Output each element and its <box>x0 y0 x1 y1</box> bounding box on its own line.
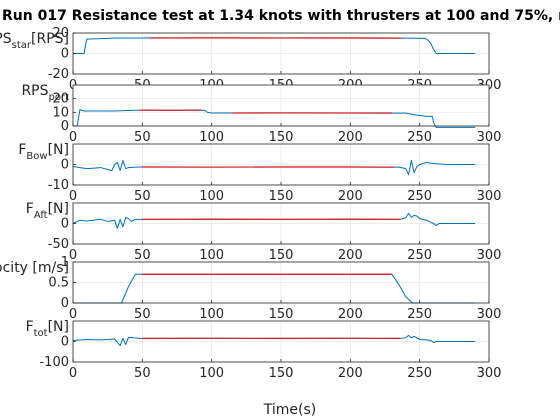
x-tick-label: 300 <box>477 189 502 204</box>
y-tick-label: 1 <box>61 255 69 270</box>
x-tick-label: 0 <box>69 366 77 381</box>
x-tick-label: 150 <box>269 189 294 204</box>
y-axis-label-subscript: Bow <box>26 151 47 162</box>
x-tick-label: 100 <box>199 130 224 145</box>
x-tick-label: 100 <box>199 189 224 204</box>
y-tick-label: 0.5 <box>48 276 69 291</box>
y-tick-label: -100 <box>39 355 69 370</box>
x-tick-label: 150 <box>269 366 294 381</box>
subplot-5: 0 50 100 150 200 250 300 0 0.5 1el Velocity [m/s] <box>0 255 501 322</box>
y-axis-label: RPSstar[RPS] <box>0 31 69 51</box>
y-tick-label: -50 <box>48 237 69 252</box>
y-axis-label-main: el Velocity [m/s] <box>0 260 69 276</box>
x-tick-label: 50 <box>134 130 151 145</box>
x-tick-label: 100 <box>199 366 224 381</box>
x-tick-label: 300 <box>477 248 502 263</box>
x-tick-label: 300 <box>477 130 502 145</box>
subplots: 050100150200250300-20020RPSstar[RPS]0501… <box>0 26 501 381</box>
x-tick-label: 150 <box>269 130 294 145</box>
y-tick-label: 0 <box>61 47 69 62</box>
x-tick-label: 250 <box>407 130 432 145</box>
signal-series-1 <box>73 109 476 128</box>
y-axis-label: Ftot[N] <box>26 319 69 339</box>
y-axis-label-main: RPS <box>0 31 12 47</box>
x-tick-label: 100 <box>199 248 224 263</box>
y-axis-label: el Velocity [m/s] <box>0 260 69 276</box>
x-tick-label: 100 <box>199 307 224 322</box>
x-tick-label: 150 <box>269 248 294 263</box>
x-tick-label: 250 <box>407 366 432 381</box>
y-axis-label-main: F <box>18 142 26 158</box>
y-tick-label: 0 <box>61 158 69 173</box>
y-axis-label-unit: [N] <box>48 319 69 335</box>
x-axis-label: Time(s) <box>263 402 316 418</box>
y-axis-label-subscript: Aft <box>34 210 48 221</box>
y-axis-label: RPSport <box>21 83 69 103</box>
y-tick-label: 0 <box>61 296 69 311</box>
x-tick-label: 0 <box>69 307 77 322</box>
y-axis-label-unit: [N] <box>48 142 69 158</box>
y-tick-label: 20 <box>52 26 69 41</box>
x-tick-label: 0 <box>69 130 77 145</box>
y-axis-label-main: RPS <box>21 83 48 99</box>
x-tick-label: 200 <box>338 307 363 322</box>
y-tick-label: -10 <box>48 178 69 193</box>
x-tick-label: 0 <box>69 189 77 204</box>
x-tick-label: 50 <box>134 248 151 263</box>
y-axis-label-main: F <box>26 319 34 335</box>
x-tick-label: 200 <box>338 248 363 263</box>
y-axis-label-subscript: port <box>49 92 70 103</box>
x-tick-label: 50 <box>134 189 151 204</box>
x-tick-label: 250 <box>407 307 432 322</box>
y-axis-label-subscript: tot <box>34 328 48 339</box>
y-tick-label: -20 <box>48 67 69 82</box>
y-tick-label: 0 <box>61 217 69 232</box>
x-tick-label: 50 <box>134 366 151 381</box>
y-axis-label: FAft[N] <box>26 201 69 221</box>
y-axis-label-unit: [N] <box>48 201 69 217</box>
y-tick-label: 20 <box>52 92 69 107</box>
y-axis-label-unit: [RPS] <box>31 31 69 47</box>
x-tick-label: 150 <box>269 307 294 322</box>
y-tick-label: 0 <box>61 335 69 350</box>
y-axis-label-subscript: star <box>12 40 32 51</box>
x-tick-label: 300 <box>477 307 502 322</box>
x-tick-label: 50 <box>134 307 151 322</box>
x-tick-label: 250 <box>407 248 432 263</box>
x-tick-label: 250 <box>407 189 432 204</box>
x-tick-label: 200 <box>338 130 363 145</box>
y-axis-label-main: F <box>26 201 34 217</box>
x-tick-label: 300 <box>477 366 502 381</box>
x-tick-label: 0 <box>69 248 77 263</box>
y-tick-label: 10 <box>52 105 69 120</box>
y-tick-label: 0 <box>61 119 69 134</box>
x-tick-label: 200 <box>338 366 363 381</box>
y-axis-label: FBow[N] <box>18 142 69 162</box>
chart-title: Run 017 Resistance test at 1.34 knots wi… <box>2 8 560 24</box>
x-tick-label: 200 <box>338 189 363 204</box>
